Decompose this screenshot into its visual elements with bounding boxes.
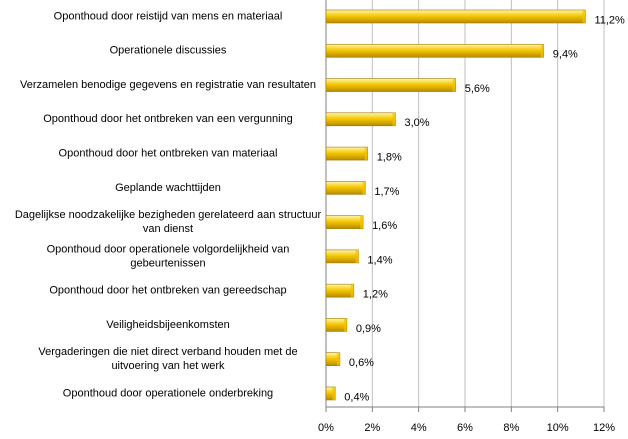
y-tick-label: Operationele discussies bbox=[110, 45, 227, 57]
bar-end bbox=[452, 78, 456, 92]
value-label: 1,6% bbox=[372, 220, 397, 232]
y-tick-label: Veiligheidsbijeenkomsten bbox=[106, 319, 230, 331]
y-tick-label: Oponthoud door het ontbreken van materia… bbox=[59, 147, 278, 159]
y-tick-label: Oponthoud door het ontbreken van gereeds… bbox=[49, 285, 286, 297]
x-tick-label: 0% bbox=[318, 422, 334, 434]
y-tick-label: gebeurtenissen bbox=[130, 257, 205, 269]
bar-end bbox=[336, 352, 340, 366]
bar-end bbox=[355, 249, 359, 263]
y-tick-label: Vergaderingen die niet direct verband ho… bbox=[38, 346, 297, 358]
x-tick-label: 12% bbox=[593, 422, 615, 434]
value-label: 1,4% bbox=[367, 254, 392, 266]
bar bbox=[325, 215, 364, 229]
value-label: 11,2% bbox=[594, 14, 625, 26]
bar bbox=[325, 249, 359, 264]
value-label: 3,0% bbox=[405, 117, 430, 129]
value-label: 0,4% bbox=[344, 391, 369, 403]
bar-end bbox=[343, 318, 347, 332]
bar-end bbox=[362, 181, 366, 195]
bar-end bbox=[582, 10, 586, 23]
y-tick-label: Verzamelen benodige gegevens en registra… bbox=[20, 79, 316, 91]
bar bbox=[325, 146, 369, 161]
value-label: 5,6% bbox=[465, 83, 490, 95]
value-label: 1,8% bbox=[377, 151, 402, 163]
bar-end bbox=[332, 386, 336, 400]
x-tick-label: 10% bbox=[547, 422, 569, 434]
bar bbox=[325, 112, 396, 127]
y-tick-label: Oponthoud door het ontbreken van een ver… bbox=[43, 113, 293, 125]
x-tick-label: 6% bbox=[457, 422, 473, 434]
y-tick-label: Oponthoud door operationele volgordelijk… bbox=[47, 243, 290, 255]
bar-end bbox=[364, 147, 368, 161]
value-label: 0,6% bbox=[349, 357, 374, 369]
bar bbox=[325, 283, 355, 298]
value-label: 1,7% bbox=[374, 186, 399, 198]
x-tick-label: 4% bbox=[411, 422, 427, 434]
bar bbox=[325, 43, 545, 58]
y-tick-label: Dagelijkse noodzakelijke bezigheden gere… bbox=[15, 209, 322, 221]
y-tick-label: Geplande wachttijden bbox=[115, 182, 221, 194]
bar bbox=[325, 318, 348, 332]
bar-end bbox=[392, 112, 396, 126]
bar-end bbox=[540, 44, 544, 58]
bar bbox=[325, 9, 586, 24]
value-label: 1,2% bbox=[363, 289, 388, 301]
bar bbox=[325, 181, 366, 195]
x-tick-label: 8% bbox=[503, 422, 519, 434]
bar-end bbox=[350, 284, 354, 298]
bar bbox=[325, 78, 457, 92]
y-tick-label: Oponthoud door operationele onderbreking bbox=[63, 387, 273, 399]
value-label: 0,9% bbox=[356, 323, 381, 335]
x-tick-label: 2% bbox=[364, 422, 380, 434]
y-tick-label: van dienst bbox=[143, 223, 193, 235]
value-label: 9,4% bbox=[553, 49, 578, 61]
bar-end bbox=[360, 215, 364, 229]
y-tick-label: uitvoering van het werk bbox=[111, 360, 225, 372]
y-tick-label: Oponthoud door reistijd van mens en mate… bbox=[54, 10, 283, 22]
